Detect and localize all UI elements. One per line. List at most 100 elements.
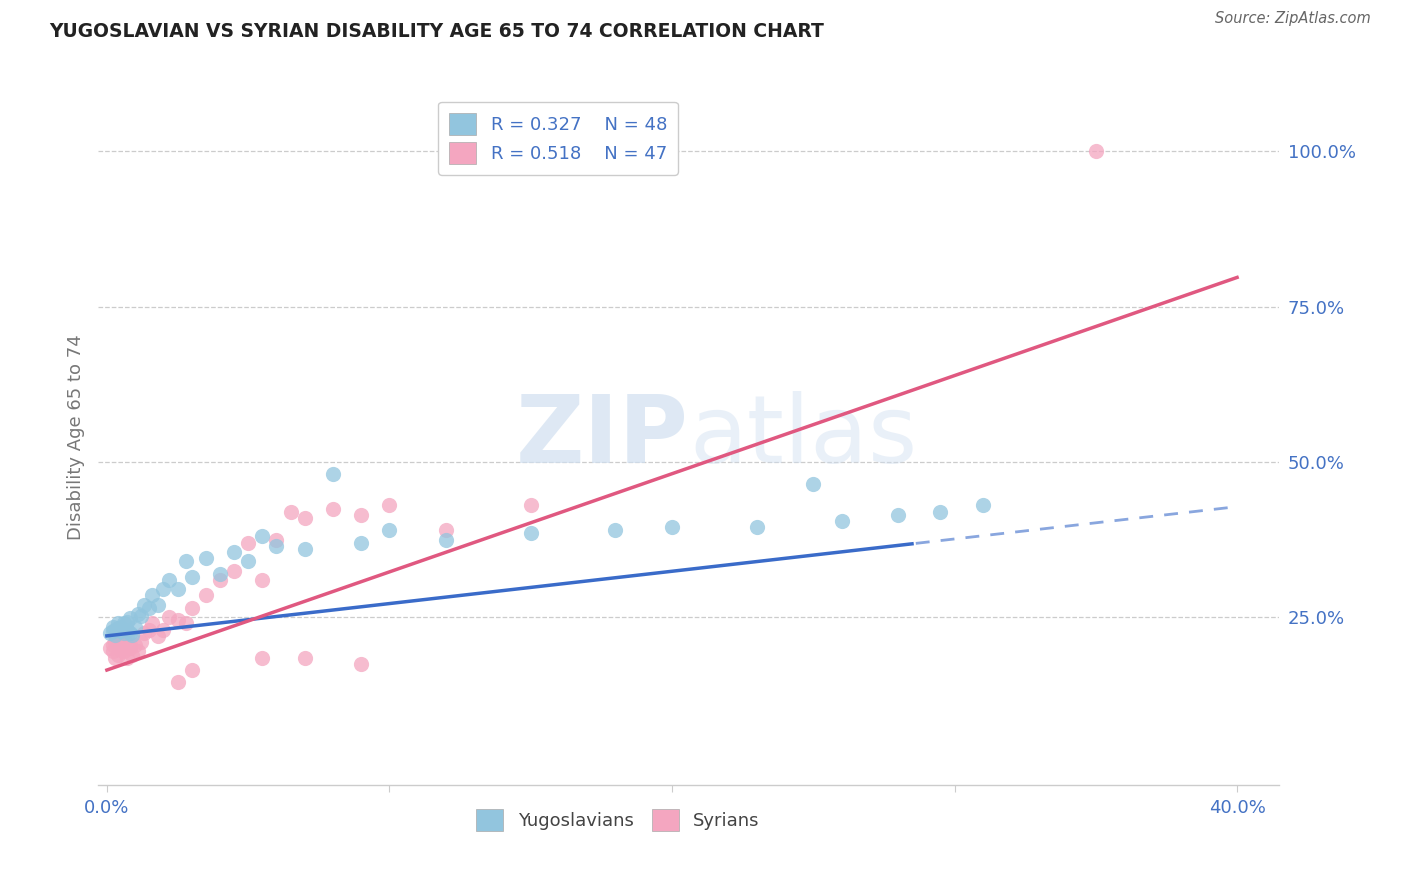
Text: YUGOSLAVIAN VS SYRIAN DISABILITY AGE 65 TO 74 CORRELATION CHART: YUGOSLAVIAN VS SYRIAN DISABILITY AGE 65 … (49, 22, 824, 41)
Point (138, 623, 160, 637)
Point (118, 641, 141, 656)
Point (294, 511, 316, 525)
Point (101, 624, 124, 638)
Point (127, 607, 149, 621)
Point (208, 566, 231, 581)
Point (138, 601, 160, 615)
Point (107, 638, 129, 652)
Point (124, 638, 146, 652)
Point (222, 545, 245, 559)
Point (107, 616, 129, 631)
Point (141, 616, 163, 631)
Legend: Yugoslavians, Syrians: Yugoslavians, Syrians (470, 802, 768, 838)
Point (266, 539, 288, 553)
Point (110, 624, 132, 638)
Point (110, 619, 132, 633)
Point (222, 564, 245, 578)
Point (107, 648, 129, 662)
Point (129, 635, 152, 649)
Point (166, 582, 188, 597)
Point (180, 663, 202, 677)
Point (115, 630, 138, 644)
Point (252, 650, 274, 665)
Point (378, 499, 401, 513)
Point (112, 625, 135, 640)
Text: atlas: atlas (689, 391, 917, 483)
Point (152, 623, 174, 637)
Point (141, 589, 163, 603)
Point (180, 601, 202, 615)
Point (266, 533, 288, 547)
Point (194, 551, 217, 566)
Point (294, 541, 316, 556)
Point (434, 523, 457, 537)
Point (605, 523, 627, 537)
Point (1084, 145, 1107, 159)
Point (166, 613, 188, 627)
Point (152, 582, 174, 597)
Text: Source: ZipAtlas.com: Source: ZipAtlas.com (1215, 11, 1371, 26)
Point (238, 535, 260, 549)
Point (661, 520, 683, 534)
Point (110, 636, 132, 650)
Point (174, 616, 197, 631)
Point (887, 508, 910, 522)
Point (104, 650, 127, 665)
Point (132, 598, 155, 612)
Point (831, 514, 853, 528)
Point (112, 632, 135, 646)
Text: ZIP: ZIP (516, 391, 689, 483)
Point (434, 533, 457, 547)
Point (146, 629, 169, 643)
Point (112, 616, 135, 631)
Point (112, 644, 135, 658)
Point (322, 467, 344, 482)
Point (104, 635, 127, 649)
Point (107, 621, 129, 635)
Point (350, 535, 373, 549)
Point (115, 623, 138, 637)
Point (110, 642, 132, 657)
Point (118, 625, 141, 640)
Point (121, 648, 143, 662)
Point (101, 644, 124, 658)
Point (519, 499, 541, 513)
Point (972, 499, 994, 513)
Point (104, 623, 127, 637)
Point (252, 573, 274, 587)
Point (98, 625, 121, 640)
Point (98, 641, 121, 656)
Point (124, 619, 146, 633)
Point (745, 520, 768, 534)
Point (174, 554, 197, 568)
Point (157, 573, 180, 587)
Point (322, 501, 344, 516)
Point (101, 619, 124, 633)
Point (157, 610, 180, 624)
Point (350, 657, 373, 671)
Point (166, 675, 188, 690)
Point (194, 589, 217, 603)
Point (132, 625, 155, 640)
Point (127, 644, 149, 658)
Point (208, 573, 231, 587)
Point (180, 570, 202, 584)
Point (101, 638, 124, 652)
Point (129, 609, 152, 624)
Point (118, 611, 141, 625)
Point (238, 554, 260, 568)
Point (146, 598, 169, 612)
Point (104, 627, 127, 641)
Point (121, 627, 143, 641)
Point (252, 529, 274, 543)
Point (378, 523, 401, 537)
Point (519, 526, 541, 541)
Point (280, 505, 302, 519)
Point (294, 650, 316, 665)
Y-axis label: Disability Age 65 to 74: Disability Age 65 to 74 (66, 334, 84, 540)
Point (350, 508, 373, 522)
Point (118, 638, 141, 652)
Point (801, 476, 824, 491)
Point (115, 650, 138, 665)
Point (115, 615, 138, 630)
